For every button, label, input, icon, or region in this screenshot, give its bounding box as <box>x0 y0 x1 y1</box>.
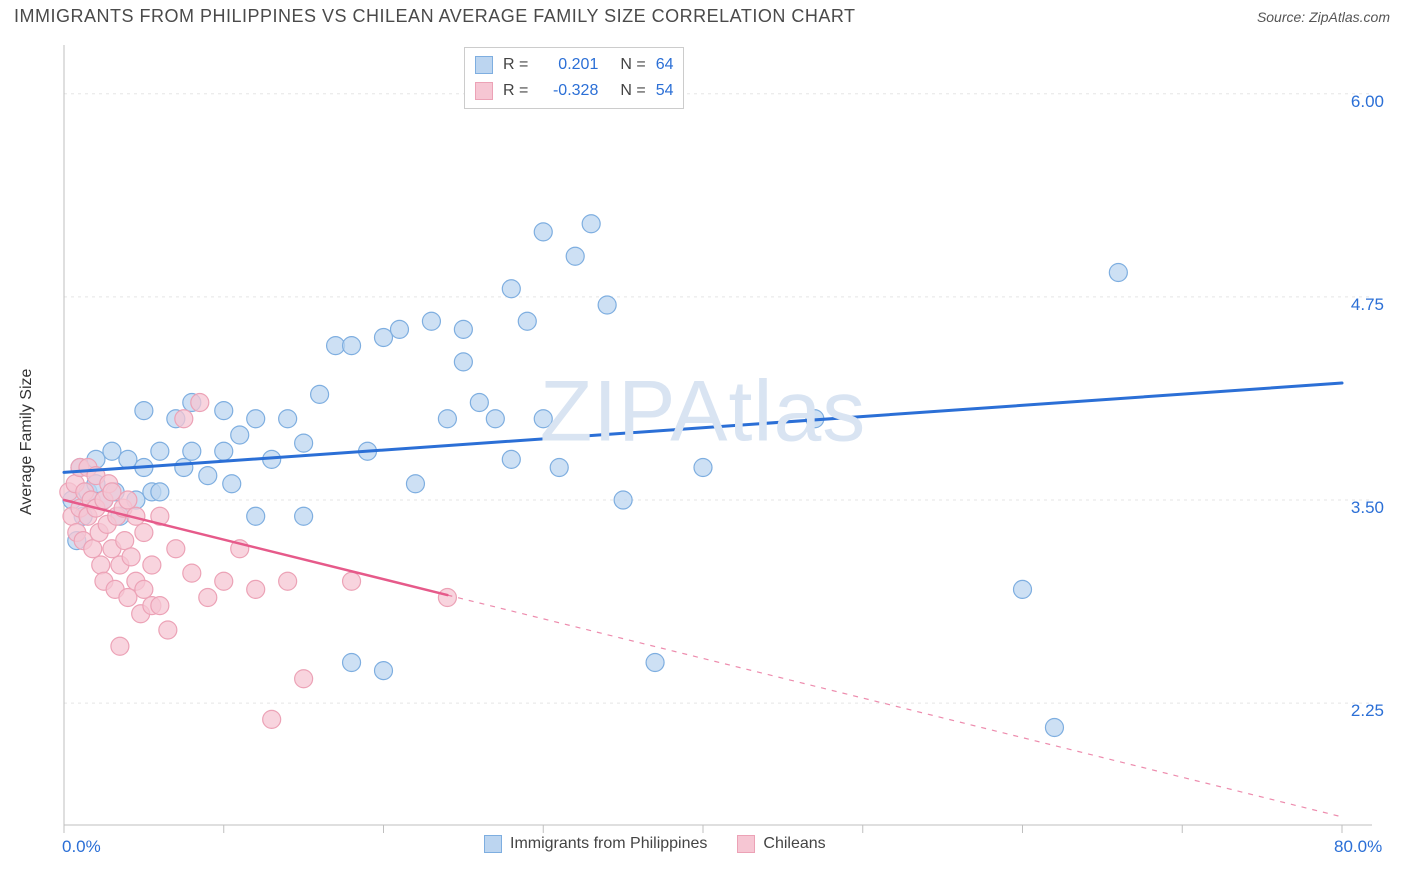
legend-label: Chileans <box>763 835 825 853</box>
x-min-label: 0.0% <box>62 837 101 857</box>
y-tick-label: 6.00 <box>1351 92 1384 112</box>
legend-label: Immigrants from Philippines <box>510 835 707 853</box>
y-tick-label: 4.75 <box>1351 295 1384 315</box>
chart-container: ZIPAtlas Average Family Size R =0.201N =… <box>14 35 1392 855</box>
legend-item: Chileans <box>737 835 825 853</box>
y-tick-label: 2.25 <box>1351 701 1384 721</box>
stats-row: R =0.201N =64 <box>475 52 673 78</box>
stats-legend: R =0.201N =64R =-0.328N =54 <box>464 47 684 109</box>
scatter-chart <box>14 35 1392 855</box>
chart-title: IMMIGRANTS FROM PHILIPPINES VS CHILEAN A… <box>14 6 856 27</box>
legend-swatch <box>475 56 493 74</box>
y-tick-label: 3.50 <box>1351 498 1384 518</box>
stats-row: R =-0.328N =54 <box>475 78 673 104</box>
x-max-label: 80.0% <box>1334 837 1382 857</box>
legend-swatch <box>475 82 493 100</box>
series-legend: Immigrants from Philippines Chileans <box>484 835 826 853</box>
legend-swatch <box>484 835 502 853</box>
source-label: Source: ZipAtlas.com <box>1257 9 1390 25</box>
legend-swatch <box>737 835 755 853</box>
y-axis-title: Average Family Size <box>18 369 36 515</box>
legend-item: Immigrants from Philippines <box>484 835 707 853</box>
